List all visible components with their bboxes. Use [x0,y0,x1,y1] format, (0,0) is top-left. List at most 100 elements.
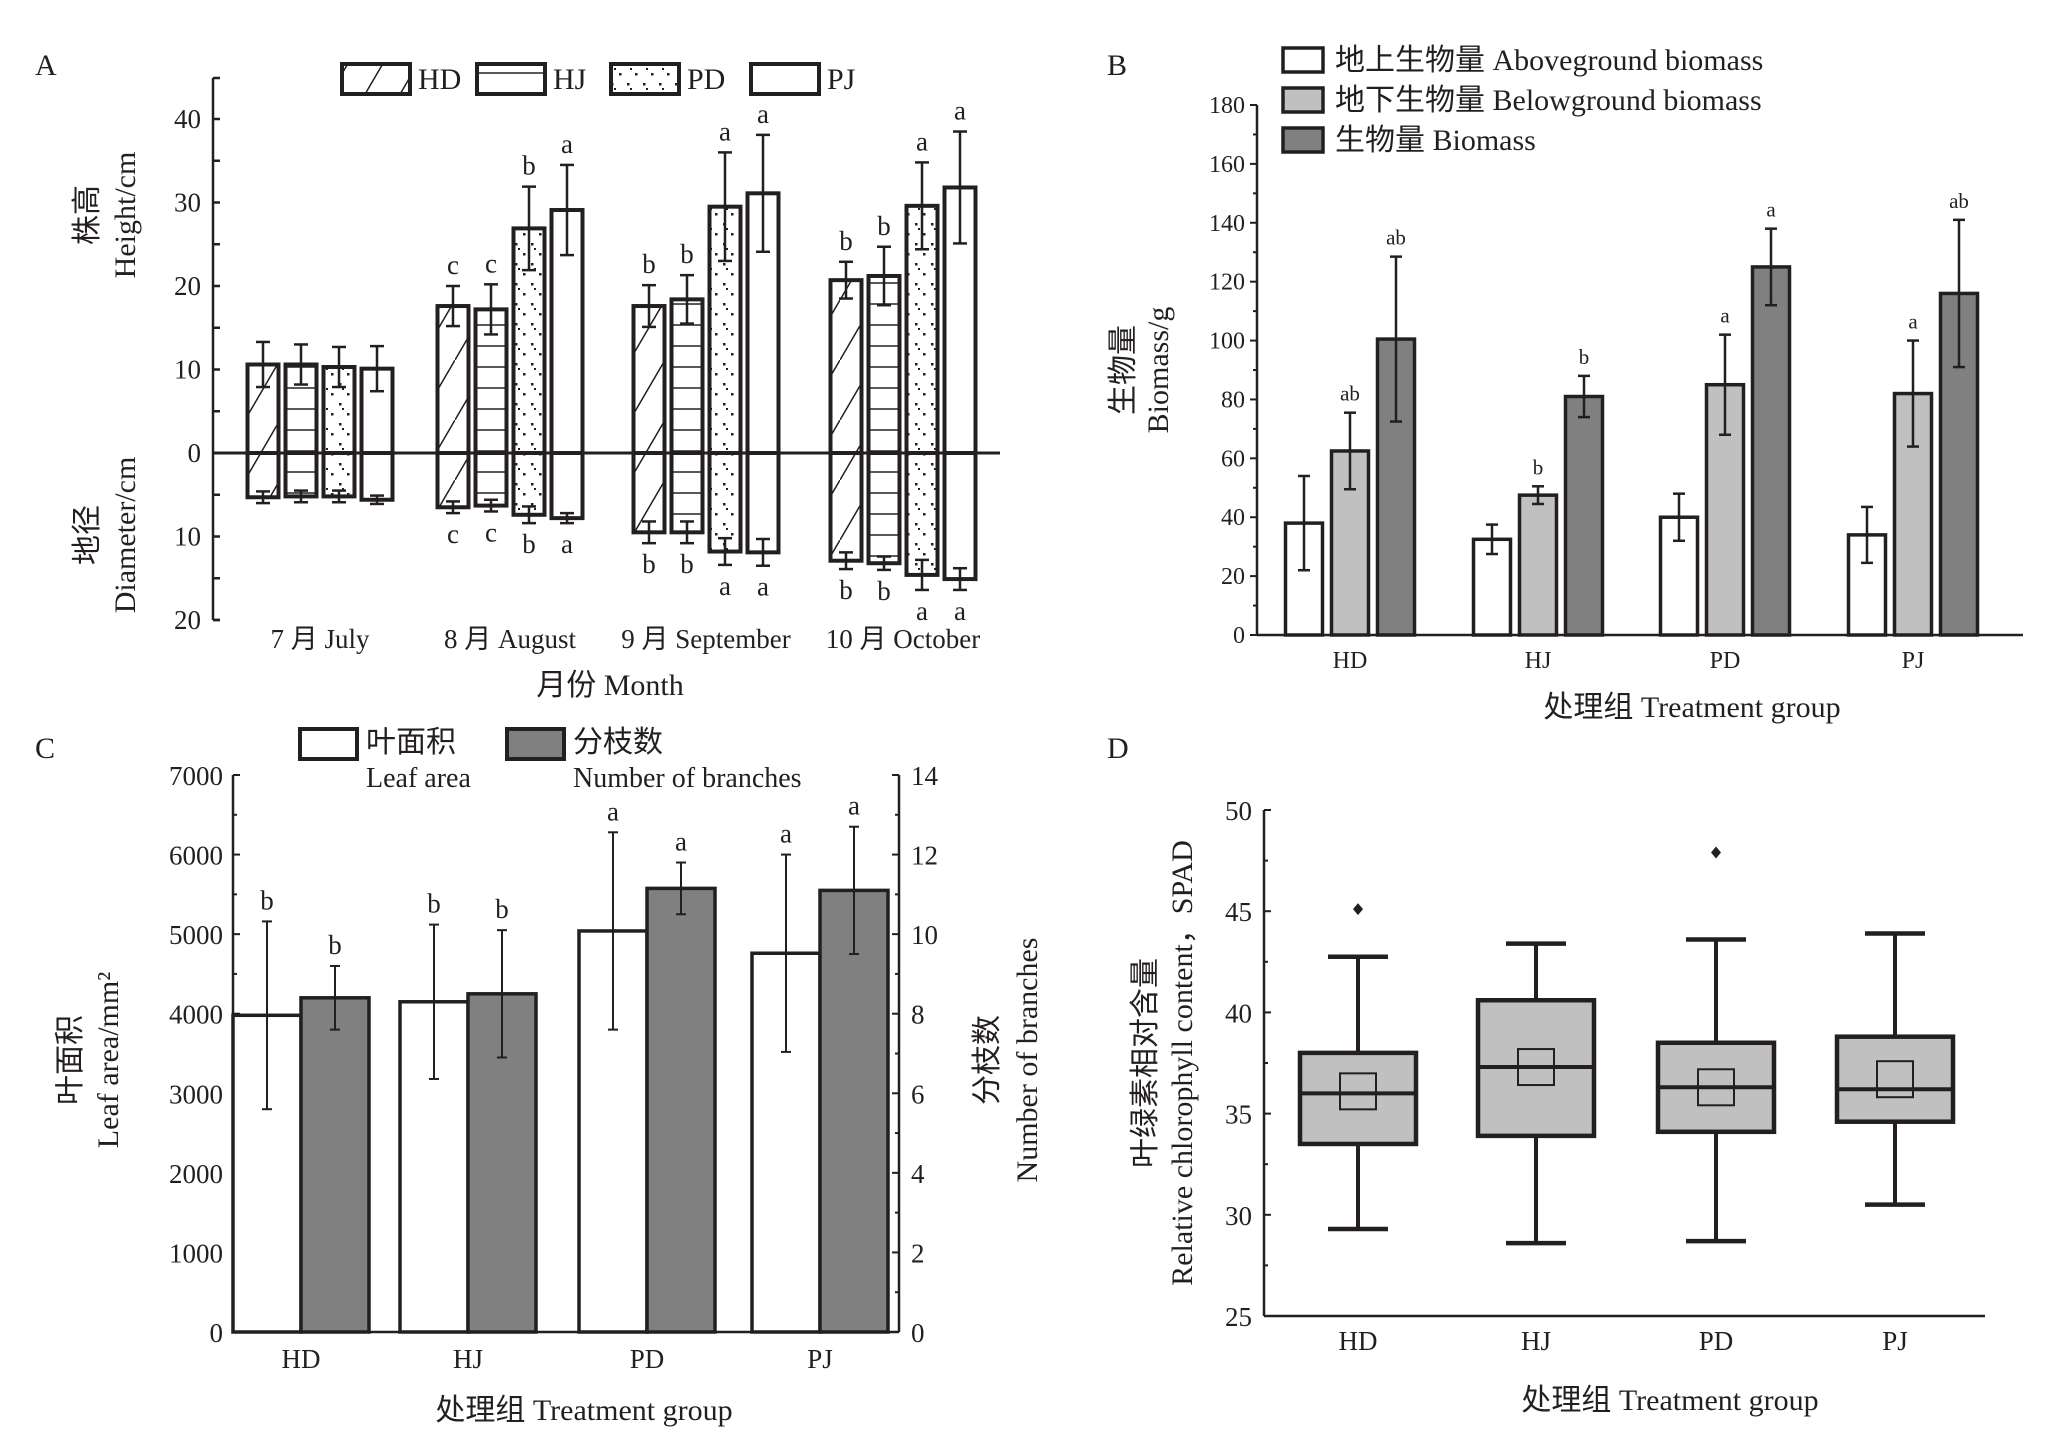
panel-c-leafarea-branches: C 叶面积 Leaf area/mm² 分枝数 Number of branch… [35,726,1044,1427]
c-xtick-label: PJ [807,1344,833,1374]
a-sig-label-height: a [757,99,769,129]
a-sig-label-diameter: a [954,596,966,626]
c-xtick-label: HJ [453,1344,483,1374]
c-ylabel-left-cn: 叶面积 [54,1015,87,1105]
c-sig-label: a [607,796,619,826]
c-legend: 叶面积 Leaf area 分枝数 Number of branches [298,726,802,794]
d-ytick-label: 50 [1225,796,1252,826]
d-ytick-label: 30 [1225,1201,1252,1231]
a-bar-diameter-PD [904,451,940,577]
panel-b-biomass: B 生物量 Biomass/g 处理组 Treatment group 地上生物… [1107,44,2023,724]
panel-d-chlorophyll: D 叶绿素相对含量 Relative chlorophyll content，S… [1107,732,1985,1417]
d-ylabel-en: Relative chlorophyll content，SPAD [1166,840,1199,1286]
b-ytick-label: 20 [1221,564,1245,590]
d-outlier-marker [1711,846,1721,859]
panel-a-height-diameter: A 株高 Height/cm 地径 Diameter/cm 月份 Month H… [35,49,1000,702]
b-ytick-label: 80 [1221,387,1245,413]
c-ylabel-left-en: Leaf area/mm² [92,972,125,1148]
b-ylabel-en: Biomass/g [1142,307,1175,434]
panel-label-b: B [1107,49,1127,82]
a-bar-height-HJ [669,297,705,455]
d-ytick-label: 25 [1225,1302,1252,1332]
b-ytick-label: 60 [1221,446,1245,472]
b-sig-label: ab [1386,226,1406,250]
a-sig-label-height: a [561,129,573,159]
b-ytick-label: 140 [1209,211,1245,237]
a-sig-label-diameter: b [839,575,853,605]
d-boxes [1297,846,1956,1246]
b-legend-label: 地下生物量 Belowground biomass [1335,84,1762,117]
b-legend-label: 地上生物量 Aboveground biomass [1335,44,1763,77]
a-sig-label-diameter: b [877,576,891,606]
c-legend-label-cn: 分枝数 [573,726,663,759]
c-sig-label: a [675,827,687,857]
c-xlabel: 处理组 Treatment group [435,1394,732,1427]
c-bar [299,996,371,1334]
a-ytick-label-bottom: 20 [174,605,201,635]
a-sig-label-diameter: b [642,549,656,579]
c-sig-label: b [427,889,441,919]
c-ylabel-right-en: Number of branches [1011,938,1044,1183]
a-legend-swatch-HJ [475,62,547,96]
a-legend-label-PD: PD [687,63,725,96]
c-legend-label-cn: 叶面积 [366,726,456,759]
b-xtick-label: PJ [1902,648,1925,674]
c-bar [645,886,717,1334]
b-sig-label: ab [1949,189,1969,213]
b-xtick-label: PD [1710,648,1741,674]
a-bar-diameter-PJ [942,451,978,582]
c-legend-swatch [505,727,566,761]
a-sig-label-diameter: b [680,549,694,579]
a-bar-diameter-HJ [473,451,509,508]
a-legend-swatch-HD [340,62,412,96]
a-bar-diameter-HD [631,451,667,535]
d-xtick-label: HJ [1521,1326,1551,1356]
b-ytick-label: 100 [1209,329,1245,355]
a-legend: HD HJ PD PJ [340,62,856,96]
a-bar-diameter-PJ [359,451,395,502]
a-ylabel-top-en: Height/cm [109,152,142,279]
a-bar-height-PJ [745,191,781,455]
a-bar-diameter-PJ [745,451,781,555]
a-legend-swatch-PJ [749,62,821,96]
b-sig-label: b [1533,455,1544,479]
a-sig-label-height: b [522,151,536,181]
c-ytick-label-left: 5000 [169,920,223,950]
b-legend-label: 生物量 Biomass [1335,124,1536,157]
d-xtick-label: PD [1699,1326,1734,1356]
d-mean-marker [1517,1048,1555,1087]
b-ytick-label: 40 [1221,505,1245,531]
a-sig-label-height: b [877,211,891,241]
d-box [1297,1050,1419,1147]
c-xtick-label: PD [630,1344,665,1374]
b-ytick-label: 120 [1209,270,1245,296]
c-bars: b b a a b b a a [231,791,890,1334]
b-legend: 地上生物量 Aboveground biomass 地下生物量 Belowgrou… [1281,44,1763,157]
a-sig-label-height: a [954,96,966,126]
a-sig-label-diameter: a [561,529,573,559]
c-sig-label: a [848,791,860,821]
d-xlabel: 处理组 Treatment group [1521,1384,1818,1417]
b-ylabel-cn: 生物量 [1107,325,1140,415]
c-sig-label: b [260,885,274,915]
a-ytick-label-top: 10 [174,355,201,385]
d-mean-marker [1697,1068,1735,1107]
c-sig-label: b [328,930,342,960]
a-sig-label-height: c [485,248,497,278]
b-legend-swatch [1281,86,1325,114]
b-sig-label: a [1720,304,1730,328]
b-bar [1471,537,1513,637]
a-sig-label-diameter: a [757,572,769,602]
c-ytick-label-left: 7000 [169,761,223,791]
a-sig-label-height: b [642,249,656,279]
c-ylabel-right-cn: 分枝数 [971,1015,1004,1105]
c-ytick-label-right: 12 [911,841,938,871]
c-legend-label-en: Number of branches [573,763,802,794]
d-mean-marker [1876,1060,1914,1099]
c-axes: 0 1000 2000 3000 4000 5000 6000 7000 0 2 4 6 8 10 12 14… [169,761,939,1374]
a-bar-height-HD [435,304,471,456]
a-bar-diameter-HJ [866,451,902,566]
a-sig-label-diameter: b [522,529,536,559]
a-sig-label-height: a [916,126,928,156]
